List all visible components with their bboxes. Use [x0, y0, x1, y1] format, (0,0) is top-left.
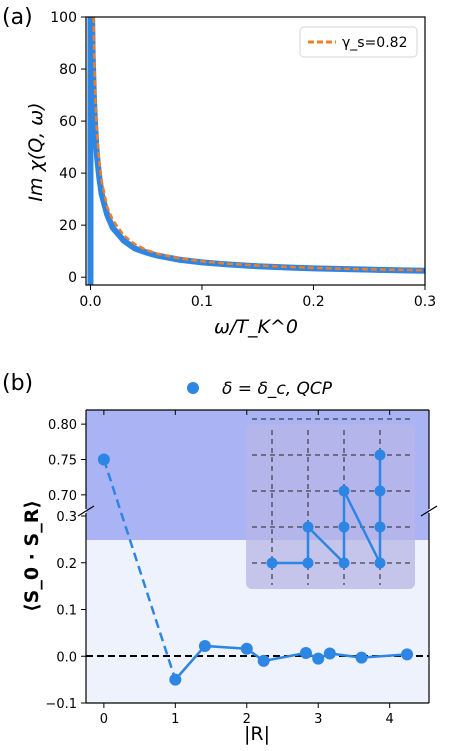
legend-box: [299, 26, 418, 58]
inset-lattice-point: [302, 521, 314, 533]
qcp-data-point: [169, 673, 182, 686]
legend-label-gamma: γ_s=0.82: [342, 35, 407, 51]
x-tick-label: 0.0: [79, 294, 101, 310]
qcp-data-point: [240, 642, 253, 655]
x-tick-label: 3: [314, 712, 322, 727]
x-tick-label: 4: [386, 712, 394, 727]
qcp-data-point: [257, 654, 270, 667]
inset-links: [272, 455, 382, 565]
solid-series-line: [87, 17, 425, 285]
panel-a-legend: γ_s=0.82: [299, 26, 418, 58]
inset-link: [342, 490, 382, 564]
qcp-data-point: [355, 651, 368, 664]
panel-a: (a) 0.0 0.1 0.2 0.3 0 20 40 60 80 100 γ_s=0.82 Im…: [2, 5, 436, 338]
inset-lattice-point: [374, 485, 386, 497]
inset-lattice-point: [338, 557, 350, 569]
lattice-inset: [246, 418, 415, 589]
legend-marker-qcp: [187, 382, 199, 394]
inset-lattice-point: [266, 557, 278, 569]
qcp-data-point: [198, 639, 211, 652]
inset-lattice-point: [338, 521, 350, 533]
qcp-data-point: [401, 648, 414, 661]
y-tick-label: 0.2: [56, 557, 77, 572]
y-tick-label: 0.3: [56, 510, 77, 525]
panel-a-lines: [87, 17, 425, 285]
panel-a-xlabel: ω/T_K^0: [214, 316, 298, 338]
y-tick-label-upper: 0.70: [48, 489, 77, 504]
x-tick-label: 0.3: [414, 294, 436, 310]
qcp-dashed-connector: [102, 459, 177, 681]
y-tick-label: 20: [59, 218, 77, 234]
x-tick-label: 1: [171, 712, 179, 727]
panel-b-label: (b): [2, 371, 33, 396]
y-tick-label: 0.1: [56, 604, 77, 619]
legend-label-qcp: δ = δ_c, QCP: [222, 379, 333, 399]
inset-lattice-point: [338, 485, 350, 497]
panel-a-ylabel: Im χ(Q, ω): [25, 102, 47, 201]
y-tick-label: −0.1: [45, 697, 77, 712]
y-tick-label: 0: [68, 270, 77, 286]
inset-lattice-point: [374, 557, 386, 569]
panel-b-data: [97, 453, 414, 686]
y-tick-label: 0.0: [56, 650, 77, 665]
x-tick-label: 0: [100, 712, 108, 727]
y-tick-label: 40: [59, 166, 77, 182]
y-tick-label: 80: [59, 62, 77, 78]
inset-link: [307, 526, 345, 564]
panel-b-ylabel: ⟨S_0 · S_R⟩: [21, 500, 43, 612]
y-tick-label-upper: 0.75: [48, 454, 77, 469]
inset-lattice-point: [374, 449, 386, 461]
y-tick-label: 60: [59, 114, 77, 130]
axis-break-mark-right: [420, 505, 438, 517]
x-tick-label: 0.2: [302, 294, 324, 310]
y-tick-label-upper: 0.80: [48, 418, 77, 433]
qcp-data-point: [312, 652, 325, 665]
panel-a-label: (a): [2, 5, 33, 30]
axis-break-mark-left: [77, 505, 95, 517]
inset-lattice-point: [374, 521, 386, 533]
panel-b-ticks: 0 1 2 3 4 −0.1 0.0 0.1 0.2 0.3 0.70 0.75 0.80: [45, 410, 394, 727]
qcp-data-point: [323, 647, 336, 660]
panel-a-frame: [85, 16, 426, 286]
inset-lattice-point: [302, 557, 314, 569]
inset-points: [266, 449, 386, 569]
panel-b-xlabel: |R|: [244, 723, 270, 745]
dashed-fit-line: [92, 17, 425, 272]
panel-b: (b) δ = δ_c, QCP 0 1 2 3 4 −0.1 0.0 0.1 0.2 0.3 0.…: [2, 371, 438, 745]
qcp-data-point: [97, 453, 110, 466]
x-tick-label: 2: [243, 712, 251, 727]
y-tick-label: 100: [50, 10, 77, 26]
panel-a-ticks: 0.0 0.1 0.2 0.3 0 20 40 60 80 100: [50, 10, 436, 310]
x-tick-label: 0.1: [191, 294, 213, 310]
qcp-data-point: [299, 646, 312, 659]
